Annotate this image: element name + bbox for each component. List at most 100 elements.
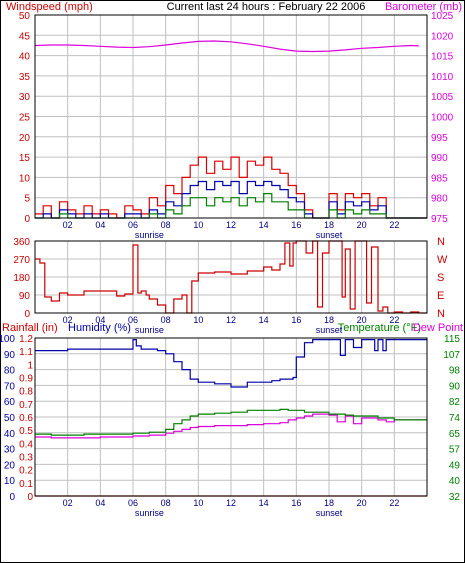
barometer-tick-label: 1005: [431, 92, 454, 103]
x-tick-label: 20: [357, 220, 367, 230]
x-tick-label: 12: [226, 220, 236, 230]
humidity-tick-label: 70: [4, 381, 16, 392]
windspeed-tick-label: 30: [19, 92, 31, 103]
windspeed-tick-label: 5: [24, 194, 30, 205]
x-tick-label: 22: [389, 498, 399, 508]
direction-degree-label: 270: [13, 255, 30, 266]
x-tick-label: 18: [324, 220, 334, 230]
humidity-tick-label: 30: [4, 445, 16, 456]
temperature-tick-label: 49: [449, 460, 461, 471]
temperature-tick-label: 115: [444, 334, 460, 345]
x-tick-label: 02: [63, 220, 73, 230]
x-tick-label: 08: [161, 220, 171, 230]
windspeed-tick-label: 35: [19, 72, 31, 83]
barometer-tick-label: 1025: [431, 11, 454, 22]
rainfall-tick-label: 0: [27, 492, 33, 503]
x-tick-label: 14: [259, 315, 269, 325]
barometer-tick-label: 1015: [431, 52, 454, 63]
x-tick-label: 20: [357, 315, 367, 325]
x-tick-label: 14: [259, 498, 269, 508]
windspeed-tick-label: 25: [19, 113, 31, 124]
wind-direction-plot-frame: [34, 240, 428, 314]
x-tick-label: 18: [324, 315, 334, 325]
x-tick-label: 06: [128, 220, 138, 230]
x-tick-label: 02: [63, 498, 73, 508]
x-tick-label: 06: [128, 498, 138, 508]
barometer-tick-label: 1000: [431, 113, 454, 124]
temperature-tick-label: 65: [449, 429, 461, 440]
barometer-tick-label: 975: [431, 214, 448, 225]
sunrise-label: sunrise: [135, 230, 164, 240]
temperature-tick-label: 90: [449, 381, 461, 392]
plots-group: 0510152025303540455097598098599099510001…: [0, 11, 460, 518]
rainfall-tick-label: 1.1: [19, 347, 33, 358]
dewpoint-axis-title: Dew Point: [413, 322, 463, 334]
x-tick-label: 12: [226, 498, 236, 508]
windspeed-tick-label: 20: [19, 133, 31, 144]
x-tick-label: 12: [226, 315, 236, 325]
x-tick-label: 10: [193, 220, 203, 230]
barometer-axis-title: Barometer (mb): [385, 1, 462, 13]
windspeed-tick-label: 50: [19, 11, 31, 22]
x-tick-label: 22: [389, 220, 399, 230]
barometer-tick-label: 1020: [431, 31, 454, 42]
chart-header-title: Current last 24 hours : February 22 2006: [167, 1, 366, 13]
windspeed-tick-label: 40: [19, 52, 31, 63]
x-tick-label: 22: [389, 315, 399, 325]
humidity-temperature-plot-frame: [34, 337, 428, 497]
x-tick-label: 02: [63, 315, 73, 325]
barometer-line: [34, 40, 419, 53]
compass-label: W: [437, 254, 448, 266]
windspeed-plot-frame: [34, 14, 428, 219]
x-tick-label: 16: [291, 220, 301, 230]
sunset-label: sunset: [316, 230, 343, 240]
rainfall-tick-label: 0.3: [19, 453, 33, 464]
rainfall-tick-label: 1: [27, 360, 33, 371]
direction-degree-label: 180: [13, 273, 30, 284]
x-tick-label: 18: [324, 498, 334, 508]
direction-degree-label: 90: [19, 291, 31, 302]
windspeed-tick-label: 45: [19, 31, 31, 42]
barometer-tick-label: 995: [431, 133, 448, 144]
rainfall-tick-label: 0.5: [19, 426, 33, 437]
sunrise-label: sunrise: [135, 508, 164, 518]
rainfall-tick-label: 0.7: [19, 400, 33, 411]
compass-label: S: [437, 272, 444, 284]
wind-direction-line: [35, 240, 427, 314]
temperature-line: [35, 408, 427, 436]
direction-degree-label: 0: [24, 309, 30, 320]
windspeed-axis-title: Windspeed (mph): [6, 1, 93, 13]
x-tick-label: 14: [259, 220, 269, 230]
sunrise-label: sunrise: [135, 325, 164, 335]
compass-label: N: [437, 236, 445, 248]
rainfall-tick-label: 0.2: [19, 466, 33, 477]
humidity-axis-title: Humidity (%): [68, 322, 131, 334]
barometer-tick-label: 990: [431, 153, 448, 164]
rainfall-tick-label: 0.1: [19, 479, 33, 490]
x-tick-label: 20: [357, 498, 367, 508]
x-tick-label: 16: [291, 498, 301, 508]
x-tick-label: 04: [95, 220, 105, 230]
humidity-tick-label: 0: [9, 492, 15, 503]
rainfall-tick-label: 0.6: [19, 413, 33, 424]
humidity-tick-label: 20: [4, 460, 16, 471]
x-tick-label: 04: [95, 315, 105, 325]
humidity-line: [35, 339, 427, 388]
temperature-tick-label: 32: [449, 492, 461, 503]
humidity-tick-label: 10: [4, 476, 16, 487]
temperature-tick-label: 40: [449, 476, 461, 487]
barometer-tick-label: 1010: [431, 72, 454, 83]
x-tick-label: 08: [161, 498, 171, 508]
temperature-tick-label: 74: [449, 413, 461, 424]
humidity-tick-label: 100: [0, 334, 15, 345]
windspeed-tick-label: 10: [19, 173, 31, 184]
humidity-tick-label: 50: [4, 413, 16, 424]
barometer-tick-label: 985: [431, 173, 448, 184]
rainfall-axis-title: Rainfall (in): [2, 322, 58, 334]
x-tick-label: 04: [95, 498, 105, 508]
direction-degree-label: 360: [13, 237, 30, 248]
humidity-tick-label: 60: [4, 397, 16, 408]
windspeed-tick-label: 0: [24, 214, 30, 225]
